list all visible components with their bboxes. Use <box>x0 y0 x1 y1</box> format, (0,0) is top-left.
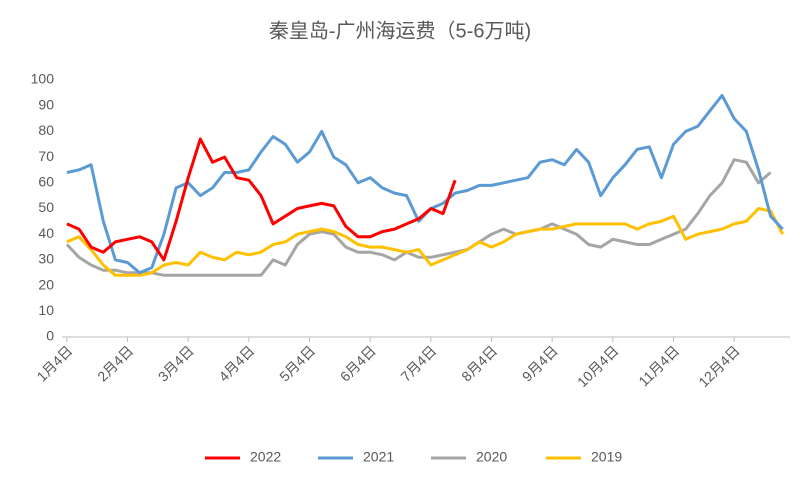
legend-label: 2020 <box>476 449 507 465</box>
x-tick-label: 5月4日 <box>276 342 318 384</box>
legend-label: 2019 <box>591 449 622 465</box>
x-tick-label: 7月4日 <box>397 342 439 384</box>
x-tick-label: 8月4日 <box>458 342 500 384</box>
x-tick-label: 12月4日 <box>695 342 743 390</box>
y-tick-label: 60 <box>38 174 54 190</box>
x-tick-label: 4月4日 <box>215 342 257 384</box>
x-tick-label: 11月4日 <box>635 342 682 389</box>
series-line <box>65 158 772 277</box>
legend-label: 2021 <box>363 449 394 465</box>
chart-title: 秦皇岛-广州海运费（5-6万吨) <box>269 19 531 42</box>
y-tick-label: 50 <box>38 199 54 215</box>
x-tick-label: 9月4日 <box>519 342 561 384</box>
x-tick-label: 2月4日 <box>94 342 136 384</box>
series-line <box>66 207 785 277</box>
x-tick-label: 1月4日 <box>33 342 75 384</box>
x-tick-label: 6月4日 <box>337 342 379 384</box>
x-tick-label: 10月4日 <box>574 342 622 390</box>
x-tick-label: 3月4日 <box>155 342 197 384</box>
y-tick-label: 20 <box>38 276 54 292</box>
legend-label: 2022 <box>250 449 281 465</box>
y-tick-label: 30 <box>38 251 54 267</box>
series-line <box>66 137 457 262</box>
y-tick-label: 100 <box>31 71 55 87</box>
y-tick-label: 80 <box>38 122 54 138</box>
y-tick-label: 90 <box>38 96 54 112</box>
y-tick-label: 70 <box>38 148 54 164</box>
y-tick-label: 40 <box>38 225 54 241</box>
y-tick-label: 0 <box>46 328 54 344</box>
y-tick-label: 10 <box>38 302 54 318</box>
series-line <box>66 93 784 275</box>
